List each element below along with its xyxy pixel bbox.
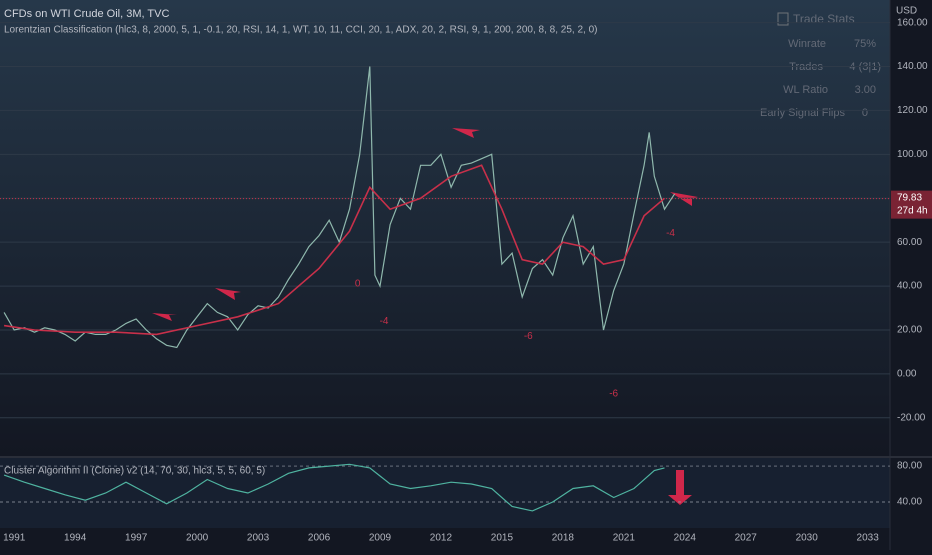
y-tick-label: 160.00 (897, 17, 928, 28)
stat-value: 75% (854, 38, 876, 50)
arrow (215, 288, 241, 300)
stat-label: Early Signal Flips (760, 107, 845, 119)
annotation: 0 (355, 279, 361, 290)
x-tick-label: 2027 (735, 533, 758, 544)
y-tick-label: 100.00 (897, 149, 928, 160)
arrow (452, 128, 480, 138)
x-tick-label: 2012 (430, 533, 453, 544)
annotation: -4 (666, 228, 675, 239)
x-tick-label: 1991 (3, 533, 26, 544)
y-tick-label: 40.00 (897, 281, 922, 292)
x-tick-label: 2024 (674, 533, 697, 544)
subtitle: Lorentzian Classification (hlc3, 8, 2000… (4, 25, 597, 36)
countdown: 27d 4h (897, 205, 928, 216)
line-series (3, 463, 665, 512)
last-price-box (891, 190, 932, 219)
y-tick-label: 60.00 (897, 237, 922, 248)
osc-title: Cluster Algorithm II (Clone) v2 (14, 70,… (4, 466, 265, 477)
y-tick-label: -20.00 (897, 412, 926, 423)
arrow (152, 313, 177, 321)
last-price: 79.83 (897, 192, 922, 203)
chart-title: CFDs on WTI Crude Oil, 3M, TVC (4, 8, 169, 20)
x-tick-label: 2006 (308, 533, 331, 544)
x-tick-label: 2018 (552, 533, 575, 544)
y-tick-label: 40.00 (897, 497, 922, 508)
stats-icon (777, 12, 789, 26)
stat-label: Winrate (788, 38, 826, 50)
line-series (3, 164, 666, 336)
x-tick-label: 2021 (613, 533, 636, 544)
osc-pane (0, 458, 890, 528)
annotation: -4 (380, 316, 389, 327)
x-tick-label: 1997 (125, 533, 148, 544)
main-pane (0, 0, 890, 456)
x-tick-label: 2000 (186, 533, 209, 544)
stat-value: 0 (862, 107, 868, 119)
y-tick-label: 120.00 (897, 105, 928, 116)
line-series (3, 66, 676, 349)
y-tick-label: 0.00 (897, 369, 917, 380)
stats-title: Trade Stats (793, 12, 855, 26)
y-tick-label: 80.00 (897, 461, 922, 472)
x-tick-label: 1994 (64, 533, 87, 544)
y-tick-label: 140.00 (897, 61, 928, 72)
x-tick-label: 2033 (857, 533, 880, 544)
stat-label: WL Ratio (783, 84, 828, 96)
currency: USD (896, 6, 917, 17)
x-tick-label: 2030 (796, 533, 819, 544)
y-tick-label: 20.00 (897, 325, 922, 336)
annotation: -6 (609, 388, 618, 399)
arrow (668, 470, 692, 505)
trade-stats: Trade Stats Winrate 75% Trades 4 (3|1) W… (760, 12, 881, 119)
stat-value: 3.00 (855, 84, 876, 96)
annotation: -6 (524, 331, 533, 342)
x-tick-label: 2015 (491, 533, 514, 544)
x-tick-label: 2003 (247, 533, 270, 544)
x-tick-label: 2009 (369, 533, 392, 544)
